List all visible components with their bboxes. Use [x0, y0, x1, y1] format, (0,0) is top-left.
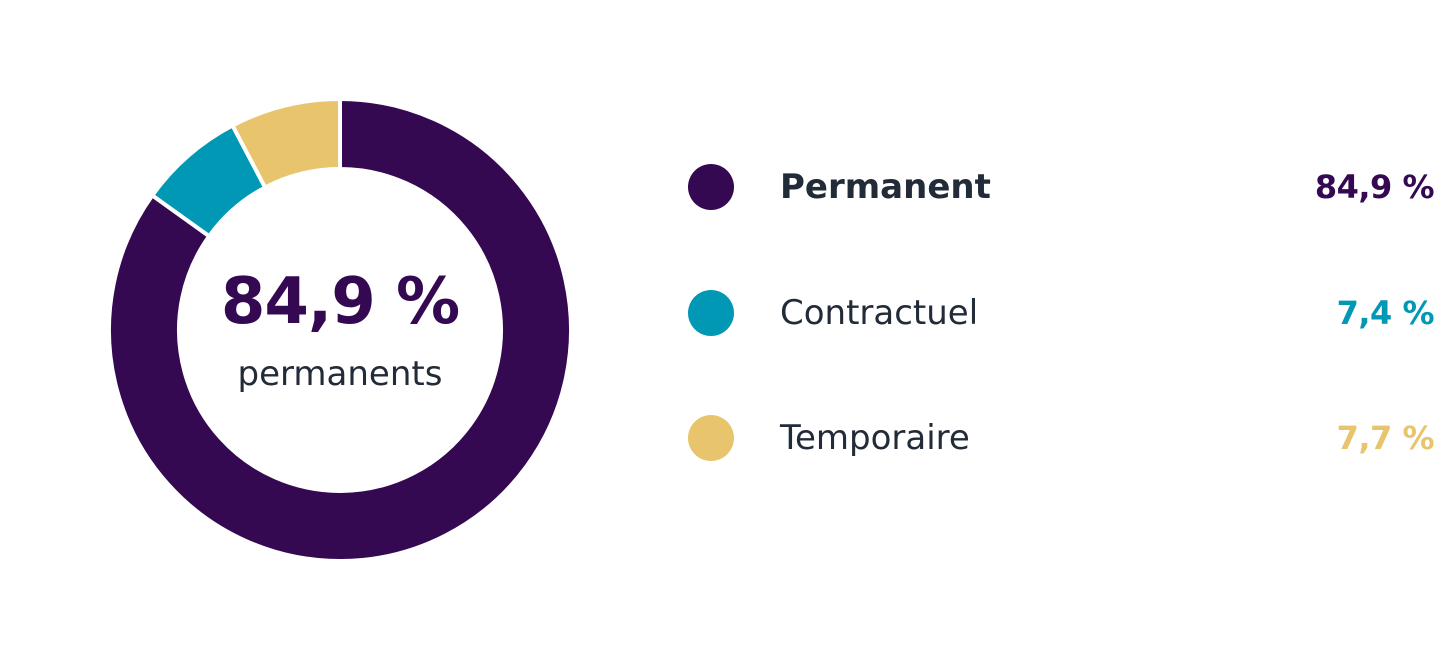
legend-value-contractuel: 7,4 % [1336, 294, 1435, 332]
legend-value-temporaire: 7,7 % [1336, 419, 1435, 457]
legend-dot-contractuel [688, 290, 734, 336]
legend-value-permanent: 84,9 % [1314, 168, 1435, 206]
center-caption: permanents [237, 354, 443, 394]
legend-dot-permanent [688, 164, 734, 210]
center-value: 84,9 % [220, 265, 460, 339]
legend-item-contractuel: Contractuel 7,4 % [688, 288, 1438, 338]
donut-slice-permanent [107, 96, 573, 563]
legend-dot-temporaire [688, 415, 734, 461]
legend-item-permanent: Permanent 84,9 % [688, 162, 1438, 212]
legend-label-temporaire: Temporaire [780, 418, 970, 458]
legend-item-temporaire: Temporaire 7,7 % [688, 413, 1438, 463]
legend-label-permanent: Permanent [780, 167, 991, 207]
legend-label-contractuel: Contractuel [780, 293, 979, 333]
donut-slice-temporaire [229, 96, 342, 191]
donut-chart [107, 96, 573, 563]
